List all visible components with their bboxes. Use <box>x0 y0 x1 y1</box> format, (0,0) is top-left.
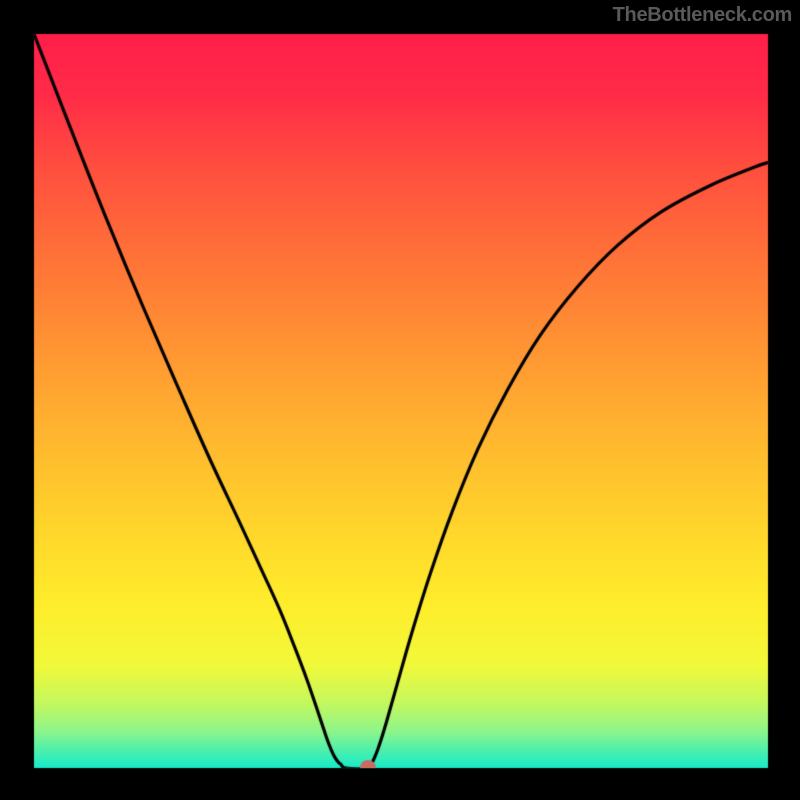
chart-root: TheBottleneck.com <box>0 0 800 800</box>
bottleneck-curve <box>0 0 800 800</box>
